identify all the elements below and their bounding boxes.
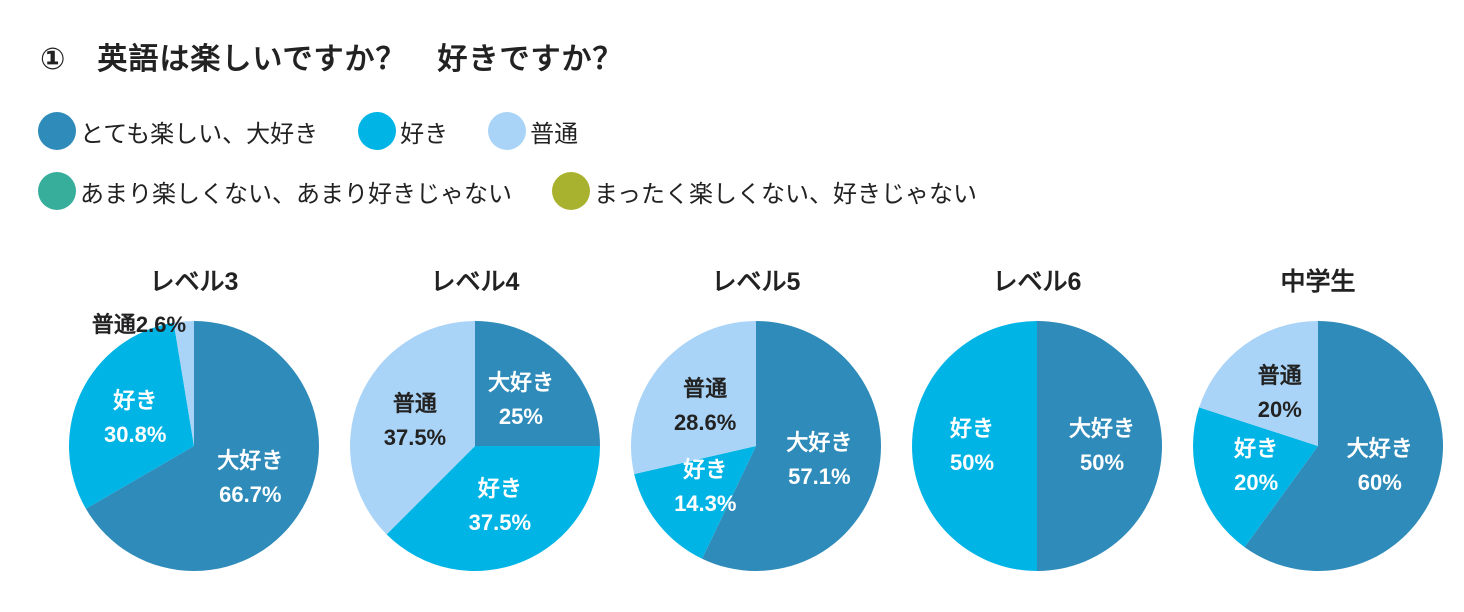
slice-value: 60% (1357, 470, 1402, 496)
legend-label: あまり楽しくない、あまり好きじゃない (80, 180, 512, 208)
pie-data-label: 大好き 66.7% (217, 444, 283, 512)
pie-data-label: 大好き 25% (488, 366, 554, 434)
slice-value: 20% (1234, 470, 1279, 496)
legend-row-1: とても楽しい、大好き 好き 普通 (38, 112, 618, 150)
pie-slice-普通 (631, 321, 756, 475)
slice-value: 28.6% (673, 409, 737, 435)
slice-value: 37.5% (383, 425, 447, 451)
pie-data-label: 普通 28.6% (674, 372, 736, 440)
slice-name: 普通 (91, 312, 136, 337)
pie-data-label: 大好き 60% (1347, 432, 1413, 500)
pie-data-label: 大好き 50% (1069, 412, 1135, 480)
pie-slice-好き (1193, 407, 1318, 548)
pie-data-label: 好き 50% (950, 412, 994, 480)
slice-name: 好き (113, 388, 158, 414)
pie-slice-好き (386, 446, 600, 571)
pie-title: レベル5 (711, 268, 801, 296)
pie-slice-大好き (85, 321, 320, 571)
pie-title: 中学生 (1280, 268, 1356, 296)
legend-label: 好き (400, 120, 449, 148)
pie-slice-好き (634, 446, 756, 559)
legend-swatch (488, 112, 527, 150)
slice-value: 25% (498, 404, 543, 430)
slice-value: 37.5% (468, 510, 532, 536)
pie-slice-大好き (702, 321, 882, 571)
pie-slice-普通 (1199, 321, 1318, 446)
slice-value: 2.6% (135, 312, 187, 337)
slice-value: 57.1% (788, 464, 851, 490)
legend-swatch (38, 172, 76, 210)
slice-name: 大好き (1346, 436, 1413, 462)
legend-label: まったく楽しくない、好きじゃない (594, 180, 978, 208)
slice-name: 大好き (217, 448, 284, 474)
slice-name: 好き (477, 476, 522, 502)
slice-name: 大好き (1068, 416, 1136, 441)
pie-slice-好き (912, 321, 1037, 571)
legend-label: 普通 (530, 120, 579, 148)
pie-data-label: 好き 20% (1234, 432, 1278, 500)
slice-name: 大好き (786, 430, 853, 456)
pie-data-label: 好き 37.5% (469, 472, 531, 540)
pie-data-label: 普通 37.5% (384, 387, 446, 455)
pie-data-label: 好き 14.3% (674, 453, 736, 521)
slice-name: 好き (949, 416, 995, 441)
slice-value: 14.3% (674, 490, 737, 516)
pie-title: レベル6 (992, 268, 1082, 296)
slice-value: 50% (1079, 450, 1125, 475)
pie-slice-普通 (173, 321, 194, 446)
legend-swatch (552, 172, 590, 210)
slice-name: 普通 (1257, 363, 1302, 389)
legend-item: 好き (358, 112, 448, 150)
pie-data-label: 好き 30.8% (104, 384, 166, 452)
slice-name: 好き (683, 456, 728, 482)
pie-data-label: 大好き 57.1% (786, 426, 852, 494)
slice-name: 大好き (487, 370, 554, 396)
pie-data-label: 普通2.6% (92, 308, 186, 342)
slice-value: 30.8% (104, 422, 167, 448)
slice-name: 好き (1234, 436, 1279, 462)
pie-slice-大好き (1244, 321, 1443, 571)
legend-item: 普通 (488, 112, 578, 150)
legend-swatch (358, 112, 397, 150)
page-title: ① 英語は楽しいですか？ 好きですか？ (40, 43, 624, 76)
pie-title: レベル3 (149, 268, 239, 296)
pie-slice-大好き (475, 321, 600, 446)
pie-data-label: 普通 20% (1258, 359, 1302, 427)
slice-value: 20% (1257, 397, 1302, 423)
legend-row-2: あまり楽しくない、あまり好きじゃない まったく楽しくない、好きじゃない (38, 172, 1017, 210)
slice-name: 普通 (683, 375, 728, 401)
legend-item: あまり楽しくない、あまり好きじゃない (38, 172, 512, 210)
pie-slice-大好き (1037, 321, 1162, 571)
pie-slice-普通 (350, 321, 475, 535)
slice-value: 66.7% (219, 482, 282, 508)
slice-name: 普通 (392, 391, 437, 417)
legend-item: まったく楽しくない、好きじゃない (552, 172, 977, 210)
slice-value: 50% (949, 450, 995, 475)
legend-swatch (38, 112, 76, 150)
legend-label: とても楽しい、大好き (80, 120, 319, 148)
legend-item: とても楽しい、大好き (38, 112, 318, 150)
pie-title: レベル4 (430, 268, 520, 296)
pie-slice-好き (68, 322, 194, 509)
